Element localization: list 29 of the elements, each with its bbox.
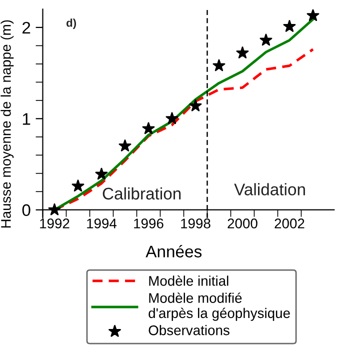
y-axis-title: Hausse moyenne de la nappe (m): [0, 20, 14, 228]
annotation: d): [66, 18, 76, 30]
point: [166, 112, 178, 124]
point: [142, 122, 155, 134]
legend-label: Observations: [148, 325, 230, 336]
point: [189, 99, 202, 112]
x-tick-label: 1996: [134, 218, 164, 228]
x-tick-label: 2002: [274, 218, 304, 228]
point: [72, 180, 84, 192]
x-tick-label: 1992: [40, 218, 70, 228]
point: [283, 20, 296, 32]
x-tick-label: 2000: [228, 218, 258, 228]
annotation: Calibration: [102, 187, 181, 200]
point: [260, 34, 272, 46]
point: [236, 46, 249, 58]
point: [95, 168, 108, 180]
x-axis-title: Années: [146, 245, 202, 258]
x-tick-label: 1998: [181, 218, 210, 228]
point: [48, 203, 61, 216]
annotation: Validation: [234, 183, 305, 196]
legend-label: Modèle modifié d'arpès la géophysique: [148, 292, 290, 321]
y-tick-label: 1: [22, 113, 30, 125]
y-tick-label: 0: [22, 204, 30, 216]
point: [306, 9, 320, 21]
x-tick-label: 1994: [87, 218, 117, 228]
point: [118, 140, 132, 152]
legend-label: Modèle initial: [149, 275, 228, 286]
y-tick-label: 2: [22, 22, 30, 34]
point: [212, 59, 226, 72]
